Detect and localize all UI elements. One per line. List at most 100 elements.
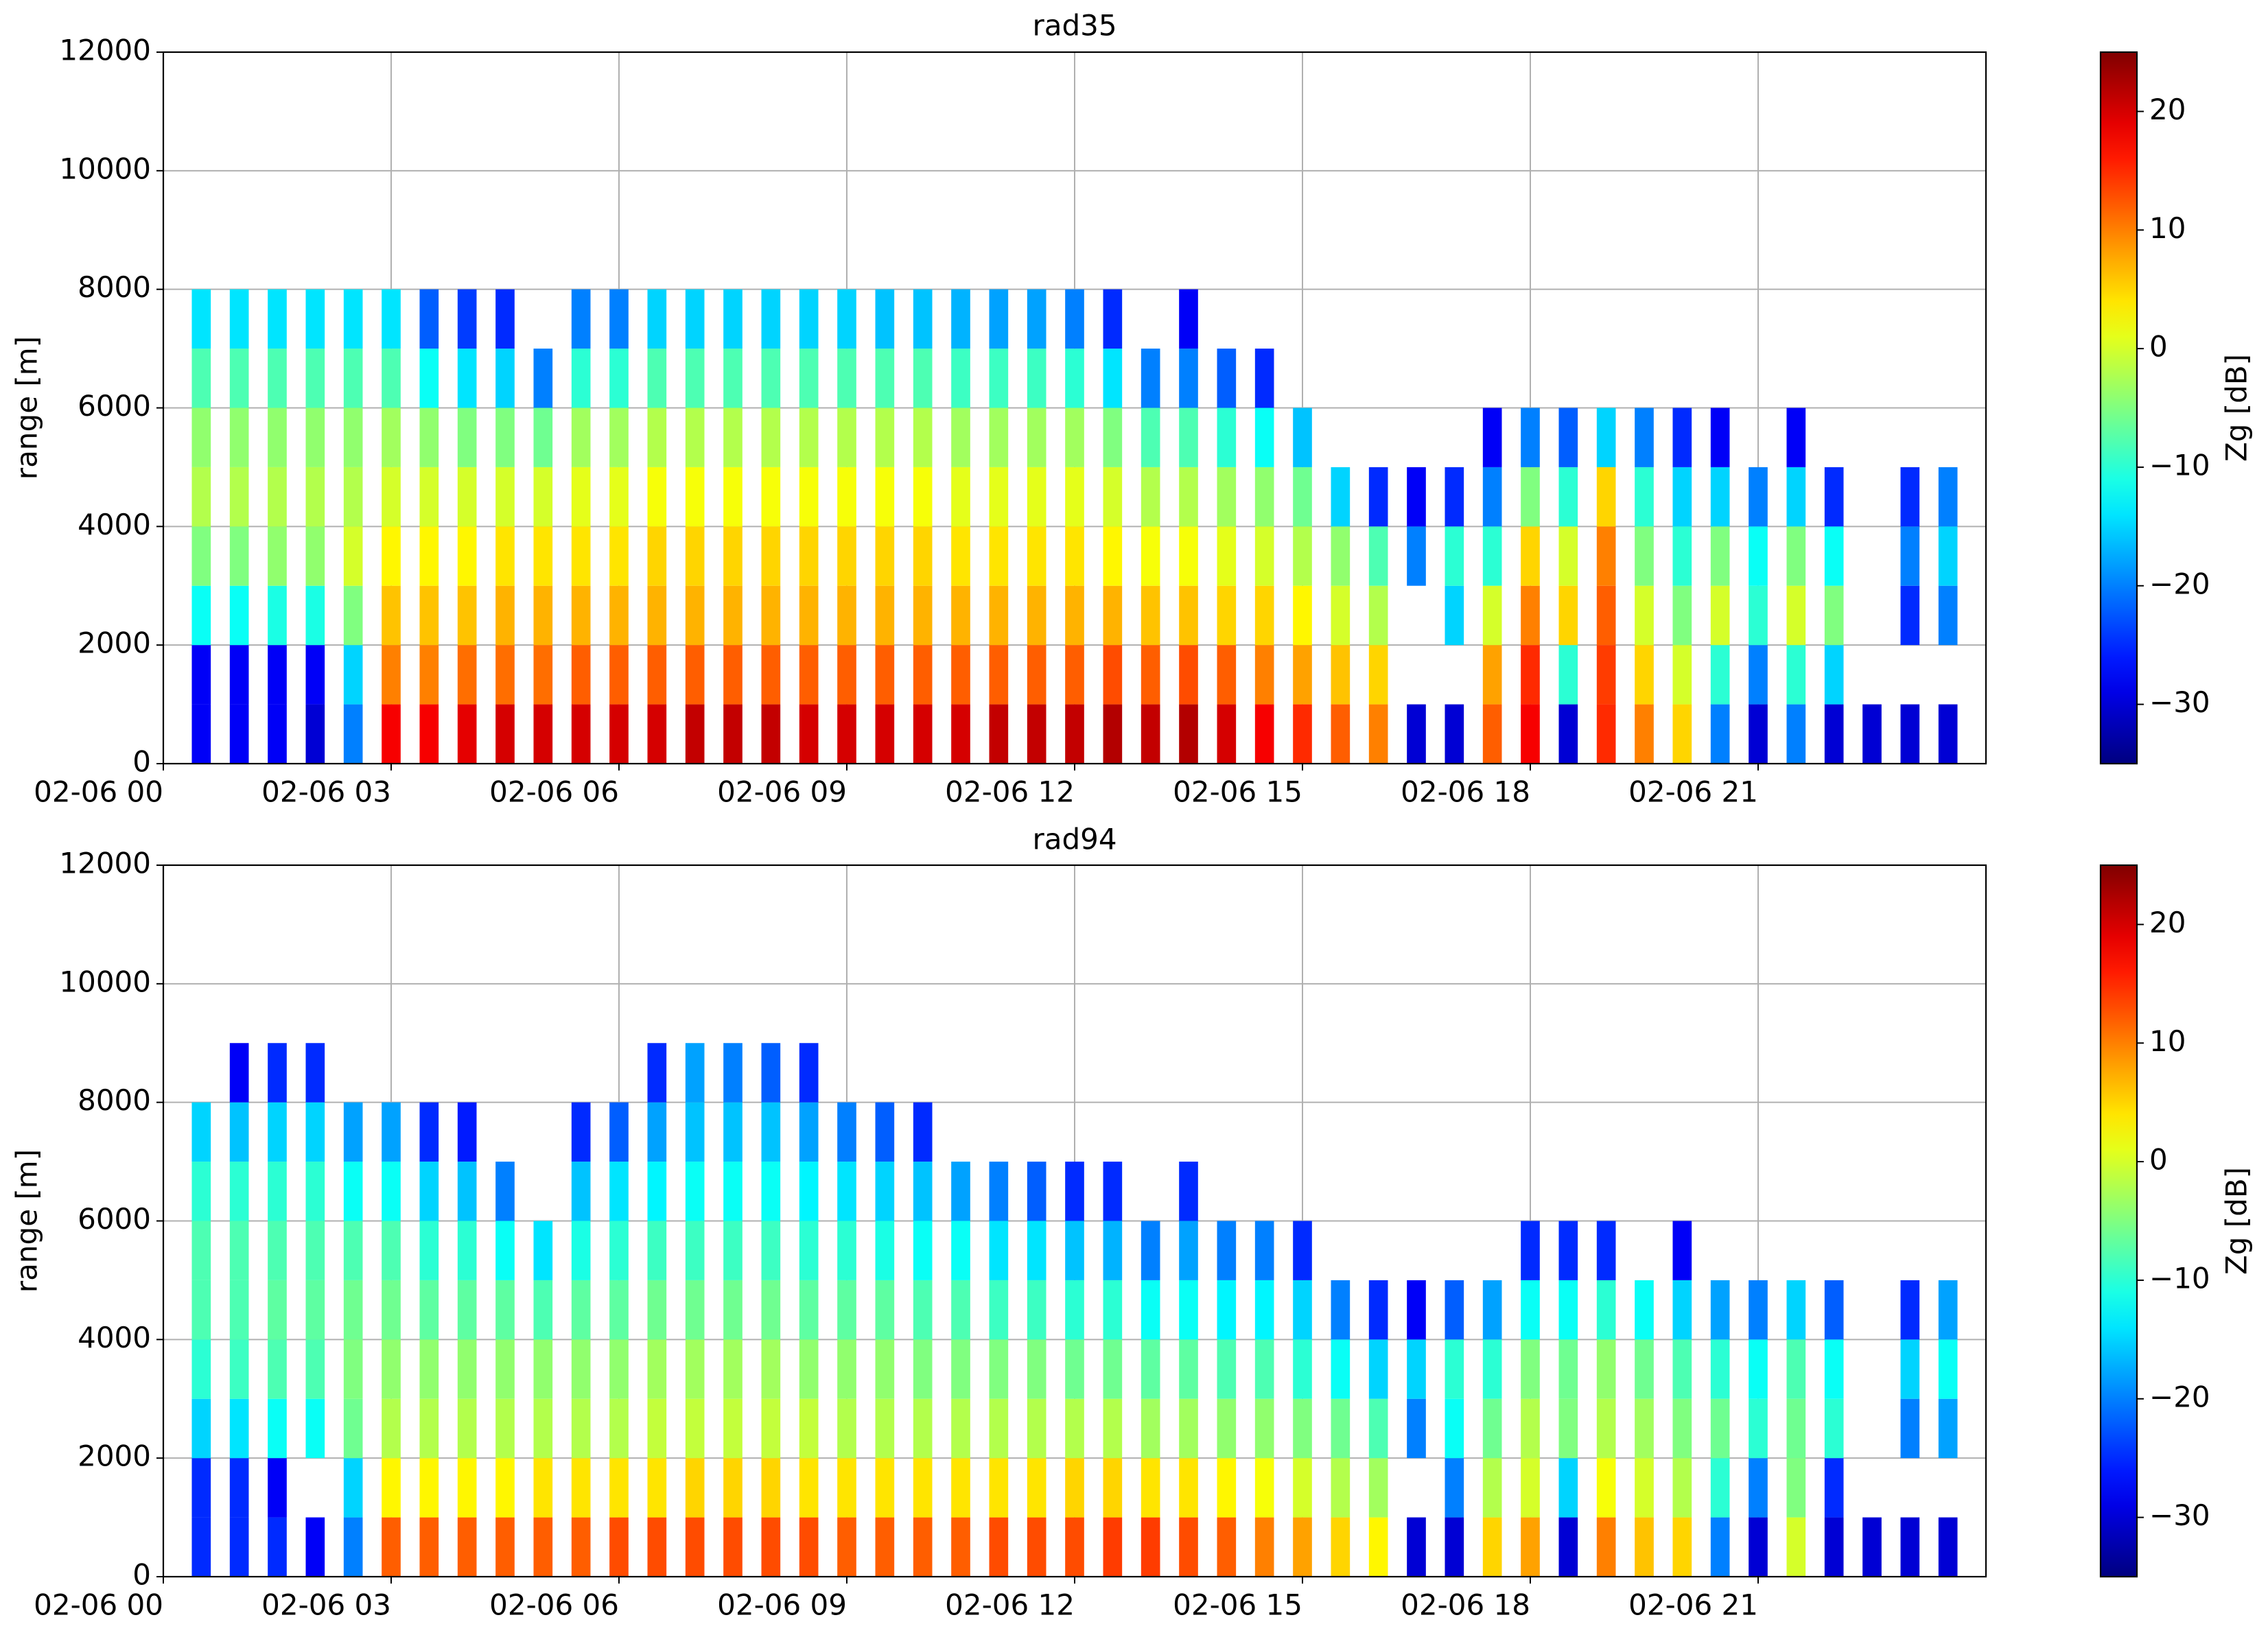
heatmap-cell [1672,1458,1692,1518]
heatmap-cell [1635,1517,1654,1577]
heatmap-cell [533,1517,553,1577]
heatmap-cell [533,1339,553,1399]
heatmap-cell [723,408,743,467]
colorbar-tick-label: 20 [2149,93,2186,126]
heatmap-cell [1824,1398,1844,1459]
heatmap-cell [419,1339,439,1399]
heatmap-cell [1445,704,1464,764]
heatmap-cell [1445,1280,1464,1340]
heatmap-cell [229,1162,249,1221]
heatmap-cell [268,526,287,586]
heatmap-cell [913,1221,933,1280]
heatmap-cell [1786,467,1806,527]
heatmap-cell [229,645,249,705]
heatmap-cell [837,1339,856,1399]
heatmap-cell [268,349,287,408]
heatmap-cell [1065,1339,1084,1399]
colorbar-tick-label: −20 [2149,567,2210,600]
heatmap-cell [533,526,553,586]
heatmap-cell [1103,1221,1123,1280]
heatmap-cell [382,408,401,467]
heatmap-cell [1824,1458,1844,1518]
heatmap-cell [229,1280,249,1340]
heatmap-cell [1027,585,1047,646]
heatmap-cell [1331,585,1351,646]
heatmap-cell [1065,585,1084,646]
colorbar-tick-label: −30 [2149,1498,2210,1532]
heatmap-cell [1254,1339,1274,1399]
heatmap-cell [761,645,781,705]
heatmap-cell [609,1398,629,1459]
heatmap-cell [1103,526,1123,586]
heatmap-cell [191,1280,211,1340]
heatmap-cell [761,1458,781,1518]
heatmap-cell [382,349,401,408]
heatmap-cell [837,1162,856,1221]
heatmap-cell [419,289,439,349]
colorbar-tick-label: 0 [2149,1143,2168,1177]
heatmap-cell [268,1043,287,1103]
heatmap-cell [343,526,363,586]
heatmap-cell [1596,526,1616,586]
heatmap-cell [1558,1458,1578,1518]
heatmap-cell [1103,1517,1123,1577]
heatmap-cell [1293,1458,1312,1518]
heatmap-cell [1482,704,1502,764]
heatmap-cell [1749,585,1768,646]
heatmap-cell [647,1162,667,1221]
heatmap-cell [1824,1517,1844,1577]
heatmap-cell [305,645,325,705]
heatmap-cell [799,645,819,705]
heatmap-cell [1749,1517,1768,1577]
heatmap-cell [1786,408,1806,467]
heatmap-cell [457,645,477,705]
heatmap-cell [382,1102,401,1162]
heatmap-cell [382,1280,401,1340]
heatmap-cell [495,467,515,527]
heatmap-cell [457,1102,477,1162]
heatmap-cell [799,1339,819,1399]
heatmap-cell [305,585,325,646]
heatmap-cell [343,585,363,646]
heatmap-cell [305,1280,325,1340]
y-tick-label: 6000 [78,389,151,423]
heatmap-cell [1407,1398,1426,1459]
heatmap-cell [1749,526,1768,586]
heatmap-cell [191,1398,211,1459]
heatmap-cell [1293,585,1312,646]
heatmap-cells [191,1043,1958,1577]
heatmap-cell [533,704,553,764]
heatmap-cell [837,1221,856,1280]
heatmap-cell [1862,1517,1882,1577]
heatmap-cell [1217,1339,1237,1399]
heatmap-cell [571,704,591,764]
heatmap-cell [419,1221,439,1280]
heatmap-cell [1254,526,1274,586]
heatmap-cell [1521,1517,1540,1577]
heatmap-cell [305,1221,325,1280]
heatmap-cell [268,1458,287,1518]
heatmap-cell [1596,467,1616,527]
heatmap-cell [1672,1517,1692,1577]
heatmap-cell [951,1221,970,1280]
heatmap-cell [1596,1280,1616,1340]
heatmap-cell [1103,1458,1123,1518]
heatmap-cell [1938,1398,1958,1459]
heatmap-cell [723,645,743,705]
heatmap-cell [1900,704,1920,764]
heatmap-cell [1558,1280,1578,1340]
heatmap-cell [229,408,249,467]
heatmap-cell [229,1339,249,1399]
heatmap-cell [533,408,553,467]
heatmap-cell [951,1517,970,1577]
heatmap-cell [533,1221,553,1280]
heatmap-cell [382,467,401,527]
heatmap-cell [533,645,553,705]
heatmap-cell [1368,1398,1388,1459]
heatmap-cell [647,1398,667,1459]
heatmap-cell [1482,585,1502,646]
heatmap-cell [685,1221,705,1280]
heatmap-cell [913,704,933,764]
heatmap-cell [1141,1280,1160,1340]
heatmap-cell [229,1043,249,1103]
